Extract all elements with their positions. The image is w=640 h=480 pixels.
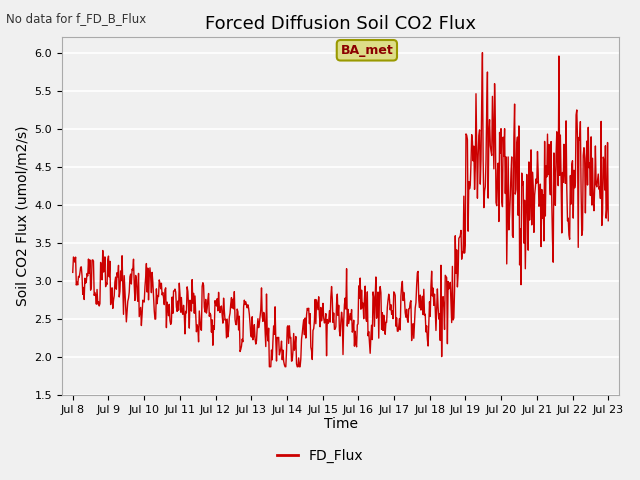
Legend: FD_Flux: FD_Flux [271, 443, 369, 468]
X-axis label: Time: Time [323, 418, 358, 432]
Text: BA_met: BA_met [340, 44, 393, 57]
Y-axis label: Soil CO2 Flux (umol/m2/s): Soil CO2 Flux (umol/m2/s) [15, 126, 29, 306]
Title: Forced Diffusion Soil CO2 Flux: Forced Diffusion Soil CO2 Flux [205, 15, 476, 33]
Text: No data for f_FD_B_Flux: No data for f_FD_B_Flux [6, 12, 147, 25]
